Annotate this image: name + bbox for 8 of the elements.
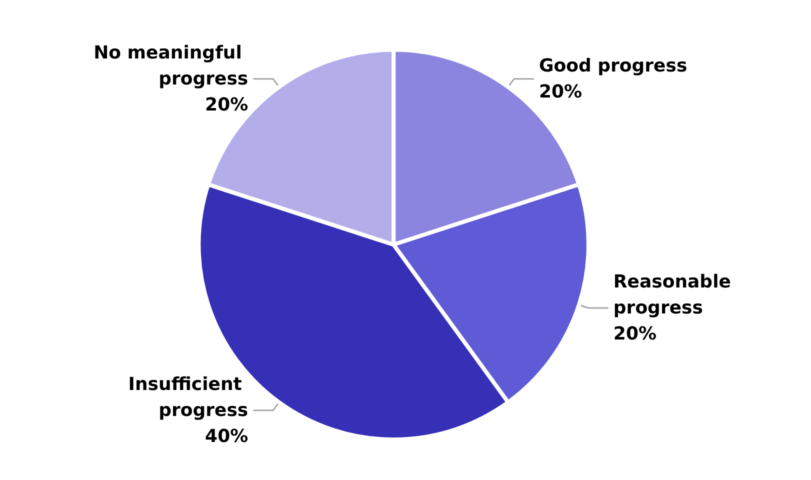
data-label: 40% xyxy=(205,426,248,447)
data-label: 20% xyxy=(205,94,248,116)
slice-label: Insufficient progress xyxy=(128,374,248,421)
slice-label: Reasonable progress xyxy=(613,271,738,318)
data-label: 20% xyxy=(613,323,657,344)
slice-label: No meaningful progress xyxy=(94,42,248,90)
data-label: 20% xyxy=(539,81,582,102)
slice-label: Good progress xyxy=(539,55,688,76)
